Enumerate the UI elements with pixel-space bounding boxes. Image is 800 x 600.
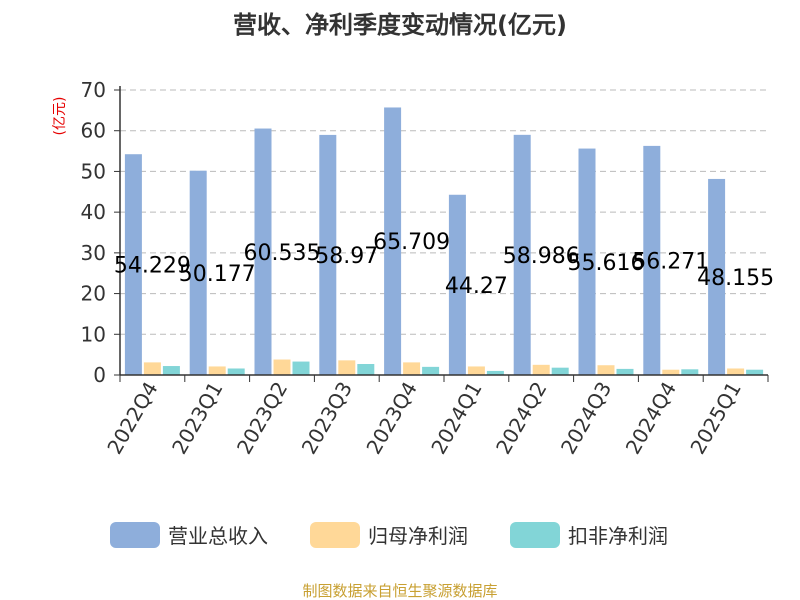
bar [338, 360, 356, 375]
data-label: 58.97 [315, 244, 378, 269]
bar [551, 367, 569, 375]
data-label: 55.616 [568, 251, 645, 276]
x-tick-label: 2024Q2 [491, 378, 551, 459]
y-tick-label: 0 [93, 363, 106, 387]
legend-swatch [110, 522, 160, 548]
bar [422, 366, 440, 375]
bar [162, 366, 180, 375]
x-tick-label: 2024Q3 [556, 378, 616, 459]
data-label: 44.27 [445, 274, 508, 299]
bar [292, 361, 310, 375]
bars [124, 107, 764, 376]
legend-swatch [310, 522, 360, 548]
bar [597, 365, 615, 375]
bar [124, 154, 142, 375]
x-axis-ticks: 2022Q4 2023Q1 2023Q2 2023Q3 2023Q4 2024Q1 2024… [102, 375, 769, 459]
data-label: 56.271 [632, 249, 709, 274]
x-tick-label: 2025Q1 [685, 378, 745, 459]
data-label: 54.229 [114, 254, 191, 279]
data-label: 60.535 [244, 241, 321, 266]
x-tick-label: 2024Q1 [426, 378, 486, 459]
bar [681, 369, 699, 375]
x-tick-label: 2023Q2 [232, 378, 292, 459]
bar [746, 369, 764, 375]
bar [189, 170, 207, 375]
y-tick-label: 60 [81, 119, 106, 143]
legend-swatch [510, 522, 560, 548]
y-tick-label: 20 [81, 282, 106, 306]
bar [254, 128, 272, 375]
y-tick-label: 10 [81, 322, 106, 346]
chart-title: 营收、净利季度变动情况(亿元) [233, 11, 567, 39]
data-label: 50.177 [179, 262, 256, 287]
bar [384, 107, 402, 376]
bar [403, 362, 421, 375]
x-tick-label: 2023Q3 [297, 378, 357, 459]
bar [532, 364, 550, 375]
bar [227, 368, 245, 375]
legend-label: 归母净利润 [368, 524, 468, 548]
bar [727, 368, 745, 375]
y-tick-label: 40 [81, 200, 106, 224]
x-tick-label: 2023Q1 [167, 378, 227, 459]
x-tick-label: 2023Q4 [361, 378, 421, 459]
bar [513, 134, 531, 375]
x-tick-label: 2022Q4 [102, 378, 162, 459]
bar [578, 148, 596, 375]
bar [643, 145, 661, 375]
bar [273, 359, 291, 375]
bar [616, 368, 634, 375]
data-label: 58.986 [503, 244, 580, 269]
y-axis-unit: (亿元) [52, 97, 68, 136]
data-label: 65.709 [373, 230, 450, 255]
bar [486, 370, 504, 375]
bar [708, 178, 726, 375]
bar [319, 134, 337, 375]
legend: 营业总收入 归母净利润 扣非净利润 [110, 522, 668, 548]
bar [357, 364, 375, 375]
bar [208, 366, 226, 375]
bar [662, 369, 680, 375]
source-note: 制图数据来自恒生聚源数据库 [302, 582, 497, 600]
bar [448, 194, 466, 375]
bar [467, 366, 485, 375]
y-axis-ticks: 0 10 20 30 40 50 60 70 [81, 78, 120, 387]
y-tick-label: 50 [81, 159, 106, 183]
data-label: 48.155 [697, 266, 774, 291]
y-tick-label: 30 [81, 241, 106, 265]
bar [143, 362, 161, 375]
y-tick-label: 70 [81, 78, 106, 102]
legend-label: 扣非净利润 [568, 524, 668, 548]
legend-label: 营业总收入 [168, 524, 268, 548]
x-tick-label: 2024Q4 [621, 378, 681, 459]
